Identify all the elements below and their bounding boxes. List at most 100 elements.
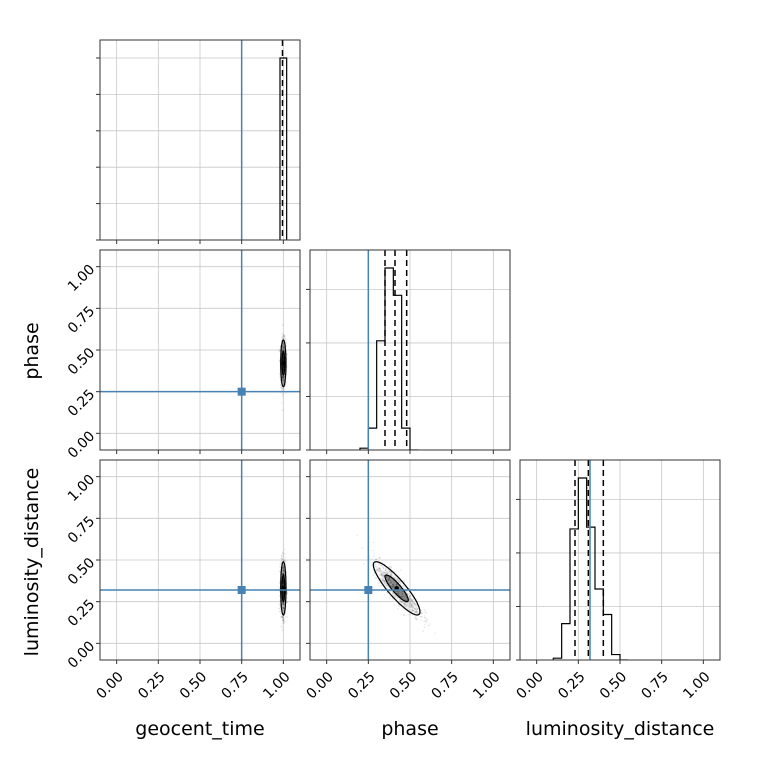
sample-point	[397, 580, 400, 583]
sample-point	[411, 606, 414, 609]
sample-point	[386, 576, 388, 578]
sample-point	[401, 590, 404, 593]
sample-point	[378, 582, 380, 584]
sample-point	[282, 380, 285, 382]
sample-point	[283, 388, 286, 391]
sample-point	[396, 583, 398, 586]
sample-point	[416, 608, 418, 611]
sample-point	[402, 592, 404, 595]
sample-point	[378, 573, 381, 575]
sample-point	[282, 357, 285, 360]
sample-point	[408, 596, 411, 599]
sample-point	[282, 380, 285, 383]
sample-point	[399, 594, 402, 597]
sample-point	[401, 593, 404, 595]
sample-point	[392, 583, 395, 586]
sample-point	[396, 596, 399, 599]
sample-point	[282, 603, 285, 606]
sample-point	[282, 344, 285, 347]
sample-point	[281, 551, 284, 554]
sample-point	[282, 348, 285, 351]
sample-point	[408, 601, 411, 604]
sample-point	[282, 566, 285, 569]
sample-point	[282, 584, 284, 587]
sample-point	[281, 603, 284, 606]
sample-point	[373, 563, 376, 566]
sample-point	[423, 615, 426, 617]
sample-point	[390, 580, 393, 582]
sample-point	[389, 582, 392, 585]
sample-point	[389, 577, 391, 579]
sample-point	[282, 609, 285, 611]
sample-point	[396, 590, 399, 593]
y-tick-label: 0.75	[65, 513, 98, 546]
sample-point	[282, 375, 285, 378]
panel-geocent_time-vs-luminosity_distance: 0.00 0.25 0.50 0.75 1.000.000.250.500.751.00	[65, 459, 301, 702]
sample-point	[281, 615, 284, 617]
sample-point	[409, 594, 412, 597]
y-tick-label: 0.00	[65, 638, 98, 671]
sample-point	[411, 604, 413, 607]
sample-point	[283, 349, 285, 352]
sample-point	[281, 615, 284, 618]
sample-point	[392, 580, 395, 582]
sample-point	[387, 572, 389, 575]
sample-point	[282, 564, 285, 567]
sample-point	[408, 599, 411, 601]
sample-point	[282, 619, 285, 622]
sample-point	[282, 393, 284, 395]
sample-point	[282, 591, 285, 593]
sample-point	[282, 555, 284, 558]
sample-point	[388, 582, 391, 585]
sample-point	[403, 593, 406, 596]
sample-point	[393, 583, 396, 586]
sample-point	[412, 602, 414, 604]
sample-point	[411, 598, 414, 601]
sample-point	[286, 353, 289, 355]
sample-point	[282, 349, 285, 352]
sample-point	[388, 570, 391, 573]
sample-point	[415, 618, 418, 621]
sample-point	[396, 607, 399, 610]
sample-point	[281, 349, 284, 352]
sample-point	[282, 380, 285, 382]
sample-point	[415, 611, 418, 614]
sample-point	[412, 598, 415, 600]
sample-point	[398, 591, 401, 593]
sample-point	[393, 584, 395, 587]
sample-point	[282, 346, 285, 349]
sample-point	[381, 581, 384, 584]
sample-point	[282, 359, 285, 362]
sample-point	[396, 579, 399, 582]
sample-point	[281, 572, 284, 575]
sample-point	[414, 608, 417, 611]
sample-point	[282, 378, 285, 381]
sample-point	[389, 578, 391, 580]
sample-point	[403, 602, 406, 604]
sample-point	[415, 610, 417, 613]
sample-point	[281, 606, 284, 609]
sample-point	[386, 587, 389, 590]
sample-point	[283, 603, 285, 606]
panel-geocent_time-hist	[96, 39, 301, 244]
sample-point	[424, 617, 427, 619]
sample-point	[282, 621, 285, 624]
sample-point	[281, 347, 284, 350]
sample-point	[282, 375, 285, 378]
sample-point	[395, 577, 398, 580]
sample-point	[414, 608, 417, 610]
sample-point	[391, 585, 393, 588]
sample-point	[398, 593, 401, 596]
sample-point	[282, 591, 285, 594]
sample-point	[391, 598, 394, 600]
sample-point	[406, 607, 408, 610]
sample-point	[392, 594, 395, 597]
sample-point	[391, 586, 394, 589]
sample-point	[409, 597, 412, 600]
sample-point	[282, 616, 284, 619]
sample-point	[375, 558, 378, 561]
sample-point	[277, 348, 280, 351]
sample-point	[407, 602, 409, 605]
sample-point	[397, 592, 400, 595]
histogram-step	[552, 477, 629, 660]
